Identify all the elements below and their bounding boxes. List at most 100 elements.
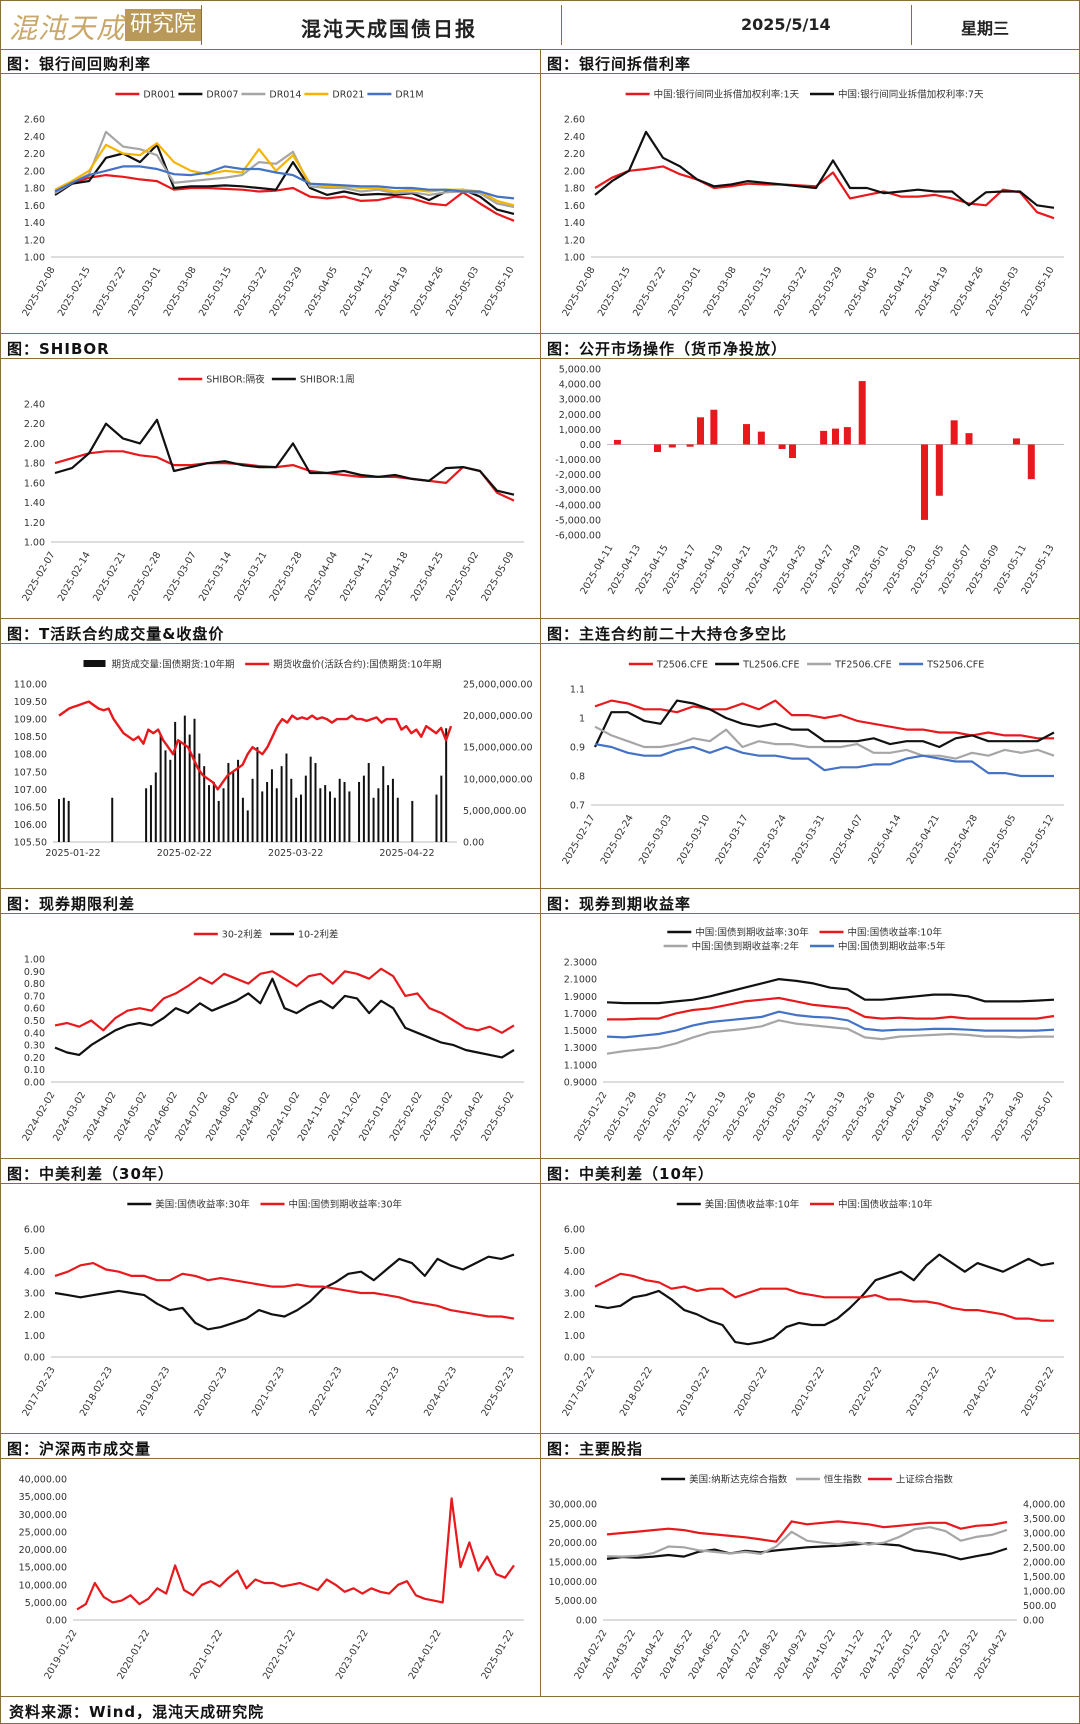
x-tick-label: 2025-05-02: [444, 550, 481, 603]
volume-bar: [387, 785, 390, 842]
y-tick-label: 15,000.00: [19, 1563, 67, 1574]
bar: [710, 409, 718, 445]
volume-bar: [358, 781, 361, 842]
y-tick-label: 109.00: [14, 715, 47, 726]
y-tick-label: 0.40: [24, 1028, 45, 1039]
x-tick-label: 2025-02-17: [560, 813, 597, 866]
y-tick-label: 0.7: [570, 801, 585, 812]
x-tick-label: 2025-04-14: [866, 813, 903, 866]
volume-bar: [222, 788, 225, 842]
x-tick-label: 2025-04-05: [303, 265, 340, 318]
bar: [686, 444, 694, 447]
title-underline: [1, 73, 540, 74]
y-tick-label: 0.00: [1023, 1616, 1044, 1627]
series-line-DR014: [54, 130, 515, 209]
chart-panel-1: 图：银行间回购利率 DR001 DR007 DR014 DR021 DR1M 1.00 1.2…: [1, 49, 541, 334]
volume-bar: [324, 785, 327, 842]
volume-bar: [319, 788, 322, 842]
x-tick-label: 2025-02-07: [20, 550, 57, 603]
y-tick-label: 0.70: [24, 991, 45, 1002]
chart-svg: T2506.CFE TL2506.CFE TF2506.CFE TS2506.CFE 0…: [560, 660, 1064, 866]
y-tick-label: 0.90: [24, 967, 45, 978]
bar: [921, 444, 928, 520]
volume-bar: [212, 781, 215, 842]
volume-bar: [193, 718, 196, 842]
y-tick-label: 2,000.00: [559, 410, 601, 421]
legend-entry: DR021: [304, 90, 364, 101]
chart-title: 图：银行间回购利率: [7, 55, 152, 73]
header-divider: [201, 5, 202, 45]
series-line-恒生指数: [606, 1526, 1008, 1558]
volume-bar: [285, 753, 288, 842]
chart-svg: 中国:银行间同业拆借加权利率:1天 中国:银行间同业拆借加权利率:7天 1.00 1.…: [560, 89, 1064, 318]
legend-label: TS2506.CFE: [926, 660, 984, 671]
volume-bar: [362, 775, 365, 842]
x-tick-label: 2021-02-22: [790, 1365, 827, 1418]
x-tick-label: 2025-03-10: [675, 813, 712, 866]
legend-entry: 中国:国债收益率:10年: [810, 1199, 933, 1211]
y-tick-label: 3.00: [564, 1289, 585, 1300]
volume-bar: [329, 791, 332, 842]
x-tick-label: 2024-02-23: [422, 1365, 459, 1418]
x-tick-label: 2025-03-03: [637, 813, 674, 866]
chart-panel-7: 图：现券期限利差 30-2利差 10-2利差 0.00 0.10 0.20 0.30 0.40…: [1, 889, 541, 1159]
y-tick-label: 2.40: [24, 400, 45, 411]
y-tick-label: 1.00: [564, 253, 585, 264]
y-tick-label: 0.60: [24, 1004, 45, 1015]
volume-bar: [217, 800, 220, 842]
y-tick-label: -4,000.00: [555, 500, 601, 511]
volume-bar: [396, 797, 399, 842]
x-tick-label: 2025-05-03: [984, 265, 1021, 318]
legend-entry: 30-2利差: [193, 929, 262, 941]
chart-panel-6: 图：主连合约前二十大持仓多空比 T2506.CFE TL2506.CFE TF2506…: [541, 619, 1080, 889]
legend-label: DR1M: [395, 90, 423, 101]
y-tick-label: 109.50: [14, 697, 47, 708]
series-line-上证综合指数: [606, 1520, 1008, 1543]
legend-entry: 上证综合指数: [867, 1474, 953, 1486]
y-tick-label: 2.00: [24, 1310, 45, 1321]
legend-label: TL2506.CFE: [742, 660, 799, 671]
y-tick-label: 10,000.00: [19, 1580, 67, 1591]
title-underline: [1, 913, 540, 914]
y-tick-label: 0.9: [570, 743, 585, 754]
y-tick-label: 0.10: [24, 1065, 45, 1076]
y-tick-label: 108.00: [14, 750, 47, 761]
x-tick-label: 2025-02-14: [56, 550, 93, 603]
volume-bar: [62, 797, 65, 842]
bar: [832, 428, 839, 445]
volume-bar: [251, 778, 254, 842]
x-tick-label: 2025-04-07: [828, 813, 865, 866]
y-tick-label: -3,000.00: [555, 485, 601, 496]
chart-svg: 30-2利差 10-2利差 0.00 0.100.200.30 0.400.500.60…: [20, 929, 524, 1143]
legend-entry: T2506.CFE: [628, 660, 708, 671]
y-tick-label: 2.20: [564, 149, 585, 160]
y-tick-label: 20,000.00: [549, 1538, 597, 1549]
chart-title: 图：现券到期收益率: [547, 895, 692, 913]
series-line-SHIBOR:隔夜: [54, 450, 515, 502]
x-tick-label: 2025-04-19: [374, 265, 411, 318]
x-tick-label: 2022-02-23: [307, 1365, 344, 1418]
y-tick-label: 1,500.00: [1023, 1572, 1065, 1583]
y-tick-label: 2.40: [564, 132, 585, 143]
y-tick-label: 0.00: [24, 1353, 45, 1364]
x-tick-label: 2025-01-22: [45, 848, 100, 859]
x-tick-label: 2023-02-23: [365, 1365, 402, 1418]
legend-entry: 中国:银行间同业拆借加权利率:1天: [625, 89, 800, 101]
volume-bar: [203, 766, 206, 842]
volume-bar: [174, 721, 177, 842]
x-tick-label: 2025-03-17: [713, 813, 750, 866]
x-tick-label: 2025-03-15: [737, 265, 774, 318]
y-tick-label: 0.00: [580, 440, 601, 451]
legend-label: SHIBOR:隔夜: [206, 374, 265, 386]
y-tick-label: 106.50: [14, 802, 47, 813]
x-tick-label: 2025-02-08: [560, 265, 597, 318]
volume-bar: [304, 775, 307, 842]
x-tick-label: 2025-03-29: [808, 265, 845, 318]
legend-label: 美国:纳斯达克综合指数: [689, 1474, 788, 1486]
y-tick-label: 2.60: [24, 115, 45, 126]
y-tick-label: 40,000.00: [19, 1475, 67, 1486]
y-tick-label: 1.20: [24, 235, 45, 246]
x-tick-label: 2025-04-11: [338, 550, 375, 603]
y-tick-label: 5,000.00: [555, 1596, 597, 1607]
x-tick-label: 2020-02-23: [193, 1365, 230, 1418]
